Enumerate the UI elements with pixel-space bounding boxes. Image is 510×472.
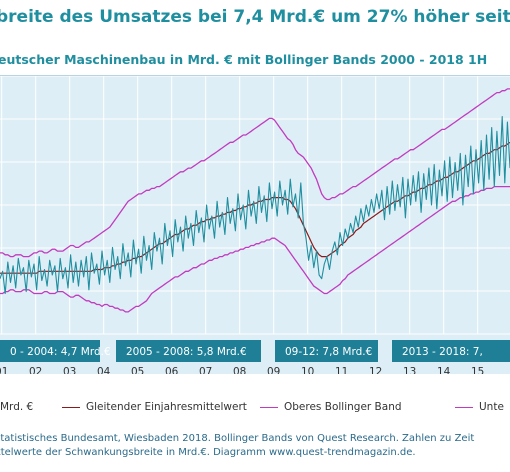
series-line-actual	[0, 115, 510, 295]
source-line-1: Statistisches Bundesamt, Wiesbaden 2018.…	[0, 433, 475, 444]
x-tick-label: 04	[97, 366, 111, 374]
x-tick-label: 11	[335, 366, 348, 374]
x-tick-label: 15	[471, 366, 484, 374]
period-bar	[275, 340, 378, 362]
source-line-2: ittelwerte der Schwankungsbreite in Mrd.…	[0, 447, 416, 458]
period-bar	[392, 340, 510, 362]
x-tick-label: 08	[233, 366, 246, 374]
chart-svg: 0 - 2004: 4,7 Mrd.€ 2005 - 2008: 5,8 Mrd.…	[0, 76, 510, 374]
x-tick-label: 13	[403, 366, 416, 374]
legend-label-lower: Unte	[479, 401, 504, 413]
legend-label-ma: Gleitender Einjahresmittelwert	[86, 401, 247, 413]
chart-area: 0 - 2004: 4,7 Mrd.€ 2005 - 2008: 5,8 Mrd.…	[0, 75, 510, 374]
x-tick-label: 12	[369, 366, 382, 374]
period-label: 0 - 2004: 4,7 Mrd.€	[10, 346, 111, 358]
x-tick-label: 14	[437, 366, 451, 374]
chart-title: breite des Umsatzes bei 7,4 Mrd.€ um 27%…	[0, 7, 510, 27]
legend-label-actual: Mrd. €	[0, 401, 34, 413]
x-tick-label: 09	[267, 366, 280, 374]
source-note: Statistisches Bundesamt, Wiesbaden 2018.…	[0, 432, 510, 472]
x-tick-label: 01	[0, 366, 8, 374]
legend-item-actual: Mrd. €	[0, 401, 33, 413]
period-label: 2005 - 2008: 5,8 Mrd.€	[126, 346, 247, 358]
legend-item-ma: Gleitender Einjahresmittelwert	[62, 401, 247, 413]
x-tick-label: 07	[199, 366, 212, 374]
x-tick-label: 05	[131, 366, 144, 374]
legend-swatch-upper	[260, 406, 278, 408]
period-label: 2013 - 2018: 7,	[402, 346, 483, 358]
legend-label-upper: Oberes Bollinger Band	[284, 401, 402, 413]
period-bar	[116, 340, 261, 362]
x-tick-label: 06	[165, 366, 179, 374]
legend: Mrd. € Gleitender Einjahresmittelwert Ob…	[0, 393, 510, 421]
period-label: 09-12: 7,8 Mrd.€	[285, 346, 372, 358]
x-tick-label: 02	[29, 366, 42, 374]
chart-subtitle: eutscher Maschinenbau in Mrd. € mit Boll…	[0, 52, 488, 67]
legend-item-upper: Oberes Bollinger Band	[260, 401, 402, 413]
series-line-upper-band	[0, 88, 510, 258]
series-line-lower-band	[0, 185, 510, 313]
legend-item-lower: Unte	[455, 401, 504, 413]
legend-swatch-ma	[62, 406, 80, 408]
x-tick-label: 10	[301, 366, 314, 374]
period-bar	[0, 340, 100, 362]
legend-swatch-lower	[455, 406, 473, 408]
x-tick-label: 03	[63, 366, 76, 374]
